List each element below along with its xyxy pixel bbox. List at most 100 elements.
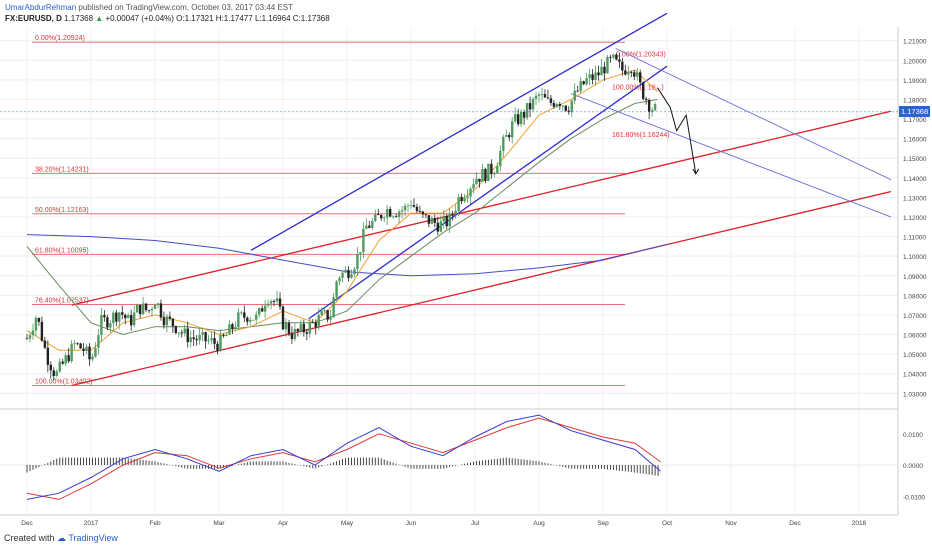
price-tick-label: 1.21000 [903,39,927,46]
candle-body [531,98,535,110]
candle-body [630,72,633,73]
candle-body [513,114,517,122]
candle-body [266,303,270,306]
candle-body [320,311,323,316]
candle-body [58,361,61,372]
candle-body [281,306,285,330]
candle-body [368,225,371,228]
candle-body [647,100,651,112]
candle-body [499,150,502,167]
footer: Created with ☁ TradingView [4,533,118,544]
candle-body [260,308,264,312]
candle-body [582,81,585,85]
candle-body [445,215,448,227]
candle-body [275,298,279,302]
candle-body [516,114,520,125]
candle-body [421,211,425,215]
candle-body [76,343,79,345]
candle-body [138,304,142,315]
author-link[interactable]: UmarAbdurRehman [5,3,77,12]
candle-body [243,312,246,318]
time-tick-label: Nov [725,520,737,527]
candle-body [156,303,160,305]
candle-body [106,317,109,328]
candle-body [487,163,490,181]
candle-body [150,308,154,311]
candle-body [201,332,204,335]
candle-body [558,104,562,107]
up-triangle-icon: ▲ [95,14,104,23]
oscillator-tick-label: 0.0100 [903,432,923,439]
fib-level-label: 100.00%(1.03402) [35,378,93,385]
price-tick-label: 1.05000 [903,352,927,359]
candle-body [183,328,186,334]
candle-body [174,326,178,333]
candle-body [153,304,157,309]
candle-body [129,315,133,326]
candle-body [228,324,231,335]
open-value: O:1.17321 [176,14,214,23]
candle-body [314,322,317,328]
close-value: C:1.17368 [292,14,330,23]
candle-body [135,304,139,313]
candle-body [466,196,469,199]
symbol-label[interactable]: FX:EURUSD, D [5,14,62,23]
candle-body [591,74,594,80]
candle-body [546,97,550,99]
candle-body [46,347,50,365]
candle-body [371,221,374,228]
candle-body [511,121,514,138]
price-tick-label: 1.12000 [903,215,927,222]
price-tick-label: 1.19000 [903,78,927,85]
candle-body [490,163,493,175]
candle-body [195,339,198,341]
candle-body [302,323,306,333]
price-tick-label: 1.04000 [903,372,927,379]
candle-body [299,323,303,332]
candle-body [225,334,228,337]
candle-body [391,216,395,218]
candle-body [636,72,639,77]
candle-body [216,343,219,351]
candle-body [525,103,529,118]
candle-body [505,134,508,137]
candle-body [210,338,213,341]
candle-body [347,269,350,278]
fib-level-label: 76.40%(1.07537) [35,297,89,304]
moving-average-long [26,234,668,277]
last-price: 1.17368 [64,14,94,23]
candle-body [61,361,64,364]
candle-body [168,316,172,319]
candle-body [362,228,365,253]
candle-body [88,346,91,360]
candle-body [415,206,419,212]
candle-body [606,56,609,74]
candle-body [406,205,410,207]
candle-body [180,332,183,334]
candle-body [469,188,472,197]
candle-body [341,272,344,278]
candle-body [641,82,645,99]
candle-body [627,72,630,75]
candle-body [433,218,437,223]
tradingview-link[interactable]: TradingView [68,533,118,543]
candle-body [85,346,88,351]
time-tick-label: 2017 [84,520,99,527]
price-tick-label: 1.14000 [903,176,927,183]
candle-body [284,322,288,330]
candle-body [573,90,576,101]
candle-body [79,343,82,349]
candle-body [25,338,29,340]
candle-body [493,173,496,175]
candle-body [463,198,466,202]
candle-body [100,315,103,336]
candle-body [240,312,243,314]
candle-body [436,222,439,232]
candle-body [165,316,169,326]
time-tick-label: Jun [406,520,417,527]
candle-body [141,303,145,315]
candle-body [118,312,121,322]
candle-body [234,327,237,329]
candle-body [94,347,97,357]
